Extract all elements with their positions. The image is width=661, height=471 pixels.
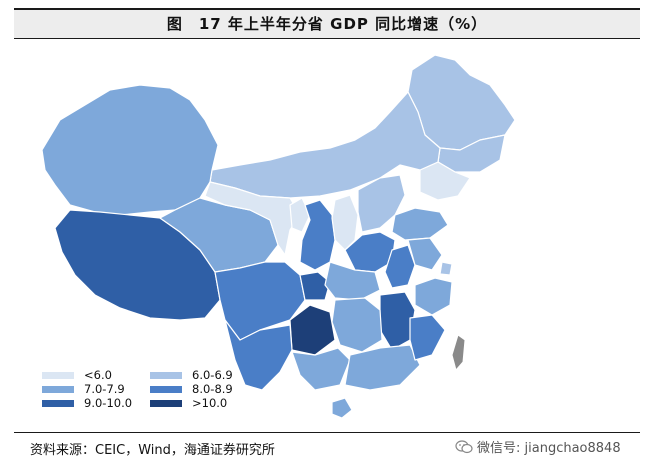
region-sichuan [214, 261, 306, 341]
region-liaoning [419, 161, 471, 201]
region-chongqing [299, 271, 331, 301]
region-anhui [384, 244, 416, 289]
wechat-watermark: 微信号: jiangchao8848 [455, 437, 621, 456]
region-guizhou [289, 304, 336, 356]
title-band [14, 10, 640, 38]
legend-label: 9.0-10.0 [84, 396, 133, 410]
region-hainan [331, 397, 353, 419]
map-legend: <6.0 6.0-6.9 7.0-7.9 8.0-8.9 9.0-10.0 >1… [42, 368, 242, 418]
footer-rule [14, 432, 640, 433]
watermark-text: 微信号: jiangchao8848 [477, 441, 621, 456]
region-yunnan [224, 319, 293, 391]
region-fujian [409, 314, 446, 361]
region-taiwan [451, 334, 466, 372]
region-shandong [391, 207, 449, 241]
title-bottom-rule [14, 38, 640, 39]
legend-label: 7.0-7.9 [84, 382, 125, 396]
legend-label: 8.0-8.9 [192, 382, 233, 396]
region-xinjiang [41, 84, 219, 216]
region-hubei [324, 261, 381, 301]
wechat-icon [455, 439, 473, 453]
region-zhejiang [414, 277, 453, 316]
legend-label: 6.0-6.9 [192, 368, 233, 382]
legend-item-lt6: <6.0 [42, 368, 112, 382]
region-shaanxi [299, 199, 336, 271]
map-title: 图 17 年上半年分省 GDP 同比增速（%） [166, 15, 488, 33]
region-jiangsu [407, 237, 443, 271]
region-inner-mongolia [209, 91, 441, 199]
legend-label: >10.0 [192, 396, 228, 410]
region-guangdong [344, 344, 421, 391]
region-shanghai [439, 261, 453, 276]
legend-label: <6.0 [84, 368, 112, 382]
legend-item-6-69: 6.0-6.9 [150, 368, 233, 382]
legend-item-8-89: 8.0-8.9 [150, 382, 233, 396]
title-top-rule [14, 8, 640, 10]
legend-item-7-79: 7.0-7.9 [42, 382, 125, 396]
region-hunan [331, 297, 383, 353]
legend-item-9-10: 9.0-10.0 [42, 396, 132, 410]
region-gansu [204, 181, 301, 256]
region-guangxi [291, 347, 351, 391]
legend-item-gt10: >10.0 [150, 396, 227, 410]
source-note: 资料来源：CEIC，Wind，海通证券研究所 [30, 443, 275, 458]
